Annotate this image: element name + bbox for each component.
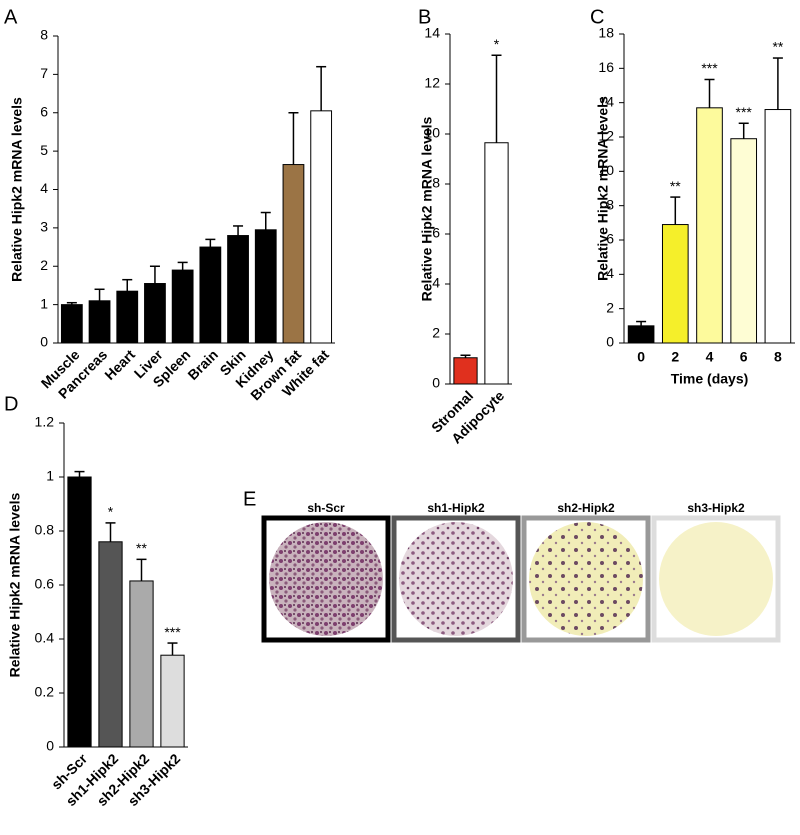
y-tick-label: 4 bbox=[40, 180, 48, 196]
y-tick-label: 1 bbox=[40, 295, 48, 311]
y-tick-label: 8 bbox=[432, 175, 440, 191]
y-tick-label: 0.8 bbox=[35, 522, 55, 538]
y-tick-label: 6 bbox=[40, 103, 48, 119]
y-tick-label: 6 bbox=[432, 225, 440, 241]
well bbox=[659, 522, 773, 636]
well-frame bbox=[391, 515, 521, 643]
bar bbox=[129, 580, 154, 748]
well-frame bbox=[521, 515, 651, 643]
well bbox=[529, 522, 643, 636]
y-tick-label: 8 bbox=[606, 196, 614, 212]
y-tick-label: 0.6 bbox=[35, 576, 55, 592]
panel-label: B bbox=[418, 6, 431, 28]
bar bbox=[310, 110, 333, 344]
y-tick-label: 4 bbox=[432, 275, 440, 291]
bar bbox=[144, 283, 166, 344]
y-tick-label: 16 bbox=[598, 59, 614, 75]
y-tick-label: 0 bbox=[40, 334, 48, 350]
y-tick-label: 14 bbox=[424, 25, 440, 41]
y-tick-label: 5 bbox=[40, 142, 48, 158]
bar bbox=[661, 224, 689, 344]
bar bbox=[171, 269, 194, 344]
y-tick-label: 8 bbox=[40, 27, 48, 43]
y-axis-label: Relative Hipk2 mRNA levels bbox=[9, 97, 25, 282]
y-tick-label: 7 bbox=[40, 65, 48, 81]
bar bbox=[227, 235, 249, 344]
significance: *** bbox=[736, 104, 753, 120]
panel-e-wells bbox=[261, 515, 781, 643]
panel-label: D bbox=[4, 393, 18, 415]
well bbox=[269, 522, 383, 636]
well-frame bbox=[261, 515, 391, 643]
y-tick-label: 4 bbox=[606, 265, 614, 281]
y-tick-label: 0.2 bbox=[35, 684, 55, 700]
y-tick-label: 2 bbox=[606, 299, 614, 315]
y-tick-label: 18 bbox=[598, 25, 614, 41]
bar bbox=[453, 357, 478, 385]
y-axis-label: Relative Hipk2 mRNA levels bbox=[419, 116, 435, 301]
significance: ** bbox=[670, 178, 681, 194]
significance: * bbox=[108, 504, 114, 520]
x-tick-label: 0 bbox=[637, 349, 645, 365]
well-label: sh-Scr bbox=[307, 501, 345, 515]
x-tick-label: 2 bbox=[671, 349, 679, 365]
bar bbox=[730, 138, 758, 344]
significance: ** bbox=[772, 39, 783, 55]
x-tick-label: Brain bbox=[184, 346, 221, 383]
y-tick-label: 3 bbox=[40, 219, 48, 235]
y-tick-label: 1 bbox=[46, 468, 54, 484]
y-tick-label: 2 bbox=[40, 257, 48, 273]
y-tick-label: 10 bbox=[598, 162, 614, 178]
y-axis-label: Relative Hipk2 mRNA levels bbox=[7, 492, 23, 677]
bar bbox=[199, 246, 222, 344]
panel-label: E bbox=[243, 488, 256, 510]
bar bbox=[282, 164, 305, 344]
well-label: sh3-Hipk2 bbox=[687, 501, 745, 515]
y-tick-label: 2 bbox=[432, 325, 440, 341]
y-tick-label: 0.4 bbox=[35, 630, 55, 646]
y-tick-label: 6 bbox=[606, 231, 614, 247]
well-frame bbox=[651, 515, 781, 643]
x-tick-label: 8 bbox=[774, 349, 782, 365]
y-tick-label: 0 bbox=[606, 334, 614, 350]
x-tick-label: 4 bbox=[706, 349, 714, 365]
bar bbox=[696, 107, 723, 344]
y-tick-label: 10 bbox=[424, 125, 440, 141]
bar bbox=[60, 304, 83, 344]
panel-label: C bbox=[590, 6, 604, 28]
x-tick-label: 6 bbox=[740, 349, 748, 365]
y-tick-label: 0 bbox=[432, 375, 440, 391]
bar bbox=[484, 142, 509, 385]
bar bbox=[67, 476, 92, 748]
y-tick-label: 1.2 bbox=[35, 414, 55, 430]
x-tick-label: Heart bbox=[101, 346, 138, 383]
bar bbox=[764, 109, 792, 344]
panel-label: A bbox=[4, 6, 18, 28]
significance: *** bbox=[701, 60, 718, 76]
bar bbox=[88, 300, 111, 344]
bar bbox=[116, 290, 139, 344]
bar bbox=[98, 541, 123, 748]
bar bbox=[627, 325, 655, 344]
bar bbox=[254, 229, 277, 344]
y-tick-label: 12 bbox=[424, 75, 440, 91]
significance: *** bbox=[164, 624, 181, 640]
well bbox=[399, 522, 513, 636]
y-axis-label: Relative Hipk2 mRNA levels bbox=[595, 96, 611, 281]
significance: * bbox=[494, 36, 500, 52]
y-tick-label: 0 bbox=[46, 738, 54, 754]
x-axis-label: Time (days) bbox=[671, 371, 749, 387]
bar bbox=[160, 654, 185, 748]
well-label: sh1-Hipk2 bbox=[427, 501, 485, 515]
y-tick-label: 14 bbox=[598, 93, 614, 109]
well-label: sh2-Hipk2 bbox=[557, 501, 615, 515]
significance: ** bbox=[136, 540, 147, 556]
y-tick-label: 12 bbox=[598, 128, 614, 144]
